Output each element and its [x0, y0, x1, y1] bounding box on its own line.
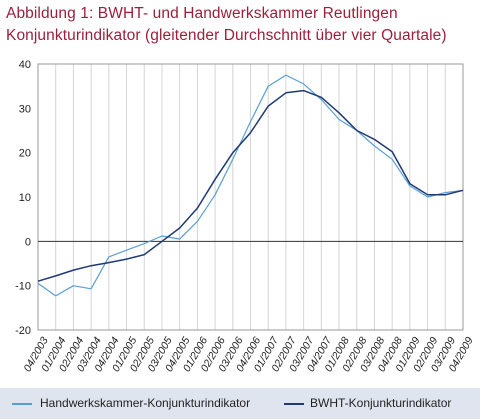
y-tick-label: 20 [19, 148, 31, 160]
axes [37, 63, 464, 331]
y-tick-label: 10 [19, 192, 31, 204]
legend-swatch-bwht [284, 403, 304, 405]
plot-frame [37, 63, 464, 331]
y-tick-label: 0 [25, 236, 31, 248]
legend-label-handwerkskammer: Handwerkskammer-Konjunkturindikator [40, 396, 251, 410]
line-chart: 40 30 20 10 0 -10 -20 04/200301/200402/200403/… [15, 59, 476, 374]
legend-label-bwht: BWHT-Konjunkturindikator [310, 396, 452, 410]
y-tick-label: 30 [19, 103, 31, 115]
series [37, 74, 464, 297]
chart-title-line-1: Abbildung 1: BWHT- und Handwerkskammer R… [6, 5, 398, 22]
series-line-1 [37, 89, 464, 282]
series-line-0 [37, 74, 464, 297]
chart-title-line-2: Konjunkturindikator (gleitender Durchsch… [6, 27, 447, 44]
x-axis-ticks: 04/200301/200402/200403/200404/200401/20… [21, 334, 475, 374]
grid [37, 64, 464, 330]
y-tick-label: -10 [15, 281, 31, 293]
y-axis-ticks: 40 30 20 10 0 -10 -20 [15, 59, 31, 337]
legend: Handwerkskammer-Konjunkturindikator BWHT… [0, 388, 480, 419]
legend-swatch-handwerkskammer [12, 403, 32, 405]
y-tick-label: -20 [15, 325, 31, 337]
y-tick-label: 40 [19, 59, 31, 71]
